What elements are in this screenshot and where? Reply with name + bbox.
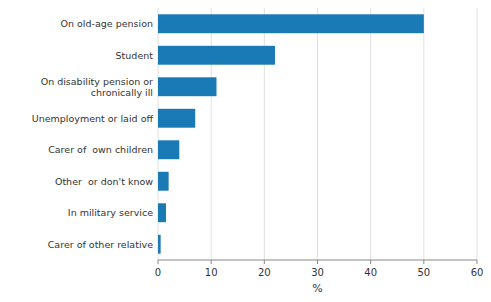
category-label: Student — [116, 50, 154, 61]
bar — [158, 46, 275, 65]
bar — [158, 77, 216, 96]
category-label: Other or don't know — [55, 176, 153, 187]
chart: 0 10 20 30 40 50 60% Carer of other relative In … — [0, 0, 491, 302]
bar — [158, 172, 169, 191]
x-tick — [158, 260, 159, 264]
y-axis: Carer of other relative In military servi… — [32, 18, 154, 250]
x-tick-label: 0 — [155, 267, 161, 278]
x-axis-label: % — [312, 282, 322, 295]
x-tick — [317, 260, 318, 264]
category-label: In military service — [68, 207, 153, 218]
x-tick — [264, 260, 265, 264]
bar — [158, 109, 195, 128]
x-tick-label: 10 — [205, 267, 218, 278]
x-tick-label: 60 — [471, 267, 484, 278]
bar — [158, 140, 179, 159]
bar — [158, 203, 166, 222]
category-label: Carer of own children — [48, 144, 153, 155]
x-axis: 0 10 20 30 40 50 60 — [155, 260, 484, 278]
x-tick — [370, 260, 371, 264]
x-tick-label: 40 — [364, 267, 377, 278]
x-tick — [211, 260, 212, 264]
grid-line — [317, 8, 318, 260]
x-tick-label: 50 — [417, 267, 430, 278]
bar — [158, 14, 424, 33]
category-label: Unemployment or laid off — [32, 113, 154, 124]
grid-line — [370, 8, 371, 260]
grid-line — [423, 8, 424, 260]
category-label: On disability pension orchronically ill — [41, 76, 153, 98]
category-label: Carer of other relative — [48, 239, 153, 250]
x-tick-label: 20 — [258, 267, 271, 278]
bar — [158, 235, 161, 254]
grid — [158, 8, 477, 260]
x-tick — [477, 260, 478, 264]
grid-line — [477, 8, 478, 260]
category-label: On old-age pension — [61, 18, 153, 29]
x-tick-label: 30 — [311, 267, 324, 278]
bars — [158, 14, 424, 253]
x-tick — [423, 260, 424, 264]
